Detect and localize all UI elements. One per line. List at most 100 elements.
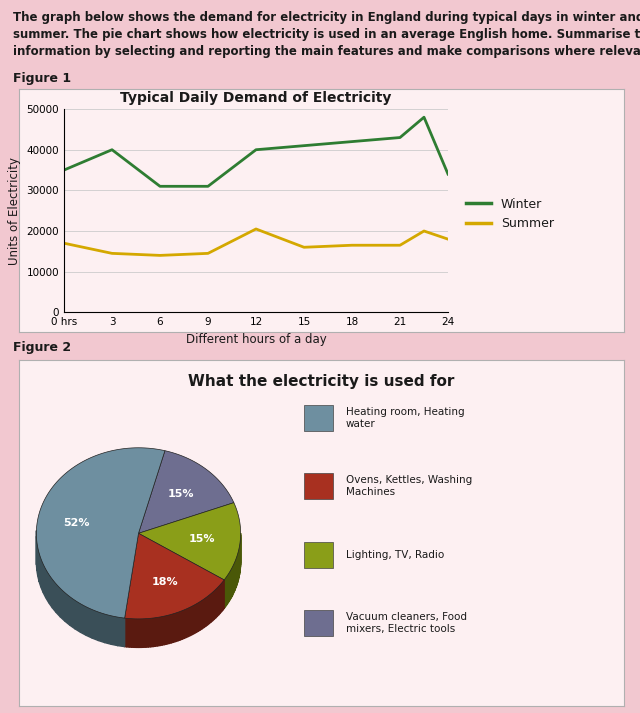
- Polygon shape: [132, 619, 134, 647]
- Polygon shape: [212, 591, 214, 621]
- Polygon shape: [75, 600, 81, 632]
- Polygon shape: [136, 619, 139, 647]
- Polygon shape: [216, 588, 217, 618]
- Polygon shape: [217, 586, 219, 617]
- Polygon shape: [38, 548, 39, 582]
- Polygon shape: [195, 604, 196, 633]
- Polygon shape: [65, 593, 70, 625]
- Polygon shape: [223, 580, 224, 610]
- Text: 15%: 15%: [168, 489, 194, 499]
- Polygon shape: [175, 612, 178, 642]
- Text: Figure 1: Figure 1: [13, 71, 71, 85]
- Polygon shape: [92, 610, 99, 640]
- Polygon shape: [234, 563, 235, 593]
- Polygon shape: [129, 619, 132, 647]
- Polygon shape: [188, 607, 191, 637]
- Polygon shape: [171, 614, 173, 643]
- Polygon shape: [138, 451, 234, 533]
- Polygon shape: [207, 595, 209, 625]
- Polygon shape: [204, 597, 205, 627]
- Polygon shape: [184, 609, 186, 638]
- FancyBboxPatch shape: [304, 542, 333, 568]
- Polygon shape: [232, 565, 233, 595]
- Polygon shape: [233, 564, 234, 594]
- Text: What the electricity is used for: What the electricity is used for: [188, 374, 455, 389]
- Polygon shape: [180, 611, 182, 640]
- Polygon shape: [211, 593, 212, 622]
- FancyBboxPatch shape: [304, 610, 333, 636]
- Polygon shape: [86, 607, 92, 638]
- Polygon shape: [146, 618, 148, 647]
- Polygon shape: [164, 615, 166, 645]
- Polygon shape: [160, 617, 162, 645]
- Polygon shape: [196, 602, 198, 632]
- Polygon shape: [225, 577, 226, 607]
- Polygon shape: [209, 594, 211, 624]
- Polygon shape: [138, 503, 241, 580]
- Polygon shape: [178, 612, 180, 641]
- Polygon shape: [143, 619, 146, 647]
- Polygon shape: [220, 583, 221, 613]
- Legend: Winter, Summer: Winter, Summer: [461, 193, 559, 235]
- Polygon shape: [56, 584, 60, 617]
- Polygon shape: [41, 559, 43, 593]
- Polygon shape: [148, 618, 150, 647]
- Polygon shape: [200, 600, 202, 630]
- Polygon shape: [193, 605, 195, 635]
- Polygon shape: [43, 564, 46, 598]
- Polygon shape: [227, 574, 228, 604]
- Polygon shape: [231, 568, 232, 598]
- Text: Figure 2: Figure 2: [13, 341, 71, 354]
- Polygon shape: [202, 599, 204, 629]
- Polygon shape: [229, 571, 230, 601]
- Polygon shape: [173, 613, 175, 642]
- Polygon shape: [99, 612, 105, 642]
- Polygon shape: [228, 573, 229, 602]
- Polygon shape: [186, 608, 188, 637]
- Polygon shape: [70, 597, 75, 629]
- Polygon shape: [125, 618, 127, 647]
- Polygon shape: [155, 617, 157, 646]
- Text: 15%: 15%: [188, 534, 215, 544]
- Text: The graph below shows the demand for electricity in England during typical days : The graph below shows the demand for ele…: [13, 11, 640, 58]
- FancyBboxPatch shape: [304, 473, 333, 499]
- Polygon shape: [150, 618, 153, 647]
- X-axis label: Different hours of a day: Different hours of a day: [186, 333, 326, 346]
- Text: Lighting, TV, Radio: Lighting, TV, Radio: [346, 550, 444, 560]
- Text: Heating room, Heating
water: Heating room, Heating water: [346, 406, 464, 429]
- Polygon shape: [219, 585, 220, 615]
- Text: 52%: 52%: [63, 518, 90, 528]
- Polygon shape: [37, 542, 38, 576]
- Text: Vacuum cleaners, Food
mixers, Electric tools: Vacuum cleaners, Food mixers, Electric t…: [346, 612, 467, 635]
- Polygon shape: [230, 570, 231, 600]
- Polygon shape: [49, 575, 52, 608]
- FancyBboxPatch shape: [304, 405, 333, 431]
- Polygon shape: [205, 597, 207, 626]
- Polygon shape: [118, 617, 125, 647]
- Polygon shape: [182, 610, 184, 640]
- Polygon shape: [81, 604, 86, 635]
- Polygon shape: [134, 619, 136, 647]
- Polygon shape: [127, 618, 129, 647]
- Title: Typical Daily Demand of Electricity: Typical Daily Demand of Electricity: [120, 91, 392, 105]
- Polygon shape: [105, 614, 111, 645]
- Polygon shape: [153, 617, 155, 647]
- Polygon shape: [198, 602, 200, 631]
- Polygon shape: [36, 448, 165, 618]
- Polygon shape: [125, 533, 224, 619]
- Polygon shape: [141, 619, 143, 647]
- Polygon shape: [169, 615, 171, 644]
- Polygon shape: [46, 570, 49, 603]
- Text: Ovens, Kettles, Washing
Machines: Ovens, Kettles, Washing Machines: [346, 475, 472, 498]
- Polygon shape: [191, 606, 193, 635]
- Polygon shape: [52, 580, 56, 612]
- Polygon shape: [235, 560, 236, 591]
- Text: 18%: 18%: [152, 577, 178, 587]
- Polygon shape: [60, 588, 65, 621]
- Polygon shape: [221, 582, 223, 612]
- Polygon shape: [157, 617, 160, 646]
- Polygon shape: [226, 575, 227, 605]
- Polygon shape: [111, 616, 118, 646]
- Y-axis label: Units of Electricity: Units of Electricity: [8, 157, 21, 265]
- Polygon shape: [214, 590, 216, 620]
